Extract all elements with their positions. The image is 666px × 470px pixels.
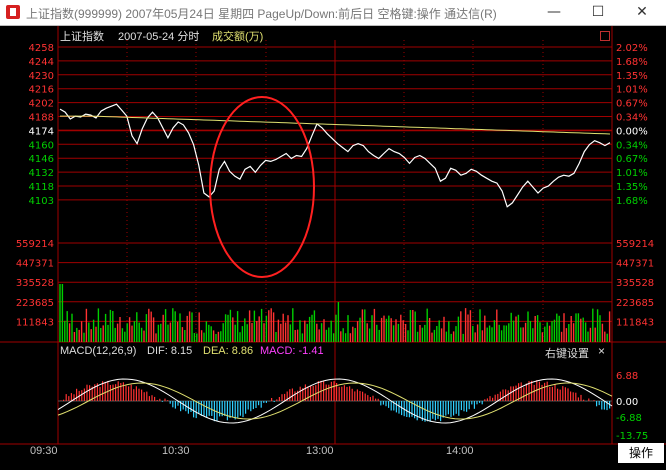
time-label-1300: 13:00 (306, 445, 334, 457)
price-label-right: 1.35% (616, 71, 648, 82)
price-label-right: 0.34% (616, 140, 648, 151)
volume-label-right: 111843 (616, 317, 654, 328)
volume-label-left: 223685 (16, 298, 54, 309)
price-label-left: 4174 (29, 126, 54, 137)
macd-title: MACD(12,26,9) (60, 345, 137, 357)
volume-label-right: 559214 (616, 239, 654, 250)
volume-title-label: 成交额(万) (212, 31, 264, 43)
time-label-1030: 10:30 (162, 445, 190, 457)
app-logo-icon (6, 5, 20, 19)
macd-dea-line (57, 382, 613, 420)
price-label-left: 4202 (29, 99, 54, 110)
chart-canvas[interactable]: 4258 2.02% 4244 1.68% 4230 1.35% 4216 1.01% 4202… (0, 26, 666, 465)
minimize-button[interactable]: — (547, 4, 561, 20)
macd-value-label: MACD: -1.41 (260, 345, 324, 357)
window-restore-icon[interactable] (600, 31, 610, 41)
time-label-1400: 14:00 (446, 445, 474, 457)
chart-grid (0, 26, 666, 445)
annotation-ellipse (209, 96, 315, 278)
macd-axis-label: -13.75 (616, 431, 648, 442)
window-title: 上证指数(999999) 2007年05月24日 星期四 PageUp/Down… (26, 7, 497, 21)
volume-label-left: 559214 (16, 239, 54, 250)
macd-axis-label: 0.00 (616, 397, 638, 408)
price-label-right: 0.67% (616, 154, 648, 165)
volume-label-right: 223685 (616, 298, 654, 309)
volume-label-right: 447371 (616, 259, 654, 270)
price-label-right: 1.01% (616, 168, 648, 179)
volume-bars (59, 284, 611, 342)
right-click-settings[interactable]: 右键设置 (545, 348, 589, 360)
price-label-left: 4216 (29, 85, 54, 96)
volume-label-left: 335528 (16, 278, 54, 289)
macd-dea-label: DEA: 8.86 (203, 345, 254, 357)
price-label-right: 2.02% (616, 43, 648, 54)
price-line (59, 103, 611, 208)
price-label-left: 4188 (29, 113, 54, 124)
close-button[interactable]: ✕ (636, 4, 648, 20)
price-label-left: 4132 (29, 168, 54, 179)
price-label-left: 4146 (29, 154, 54, 165)
price-label-right: 0.34% (616, 113, 648, 124)
title-bar[interactable]: 上证指数(999999) 2007年05月24日 星期四 PageUp/Down… (0, 0, 666, 26)
price-label-right: 0.67% (616, 99, 648, 110)
chart-lines (57, 103, 613, 424)
intraday-chart[interactable]: 4258 2.02% 4244 1.68% 4230 1.35% 4216 1.01% 4202… (0, 26, 666, 465)
volume-label-left: 447371 (16, 259, 54, 270)
date-label: 2007-05-24 分时 (118, 31, 200, 43)
price-label-right: 1.01% (616, 85, 648, 96)
time-label-0930: 09:30 (30, 445, 58, 457)
volume-label-right: 335528 (616, 278, 654, 289)
price-label-left: 4118 (29, 182, 54, 193)
macd-axis-label: -6.88 (616, 413, 642, 424)
average-price-line (60, 115, 611, 135)
price-label-right: 1.68% (616, 57, 648, 68)
macd-dif-line (57, 378, 613, 424)
price-label-left: 4230 (29, 71, 54, 82)
macd-axis-label: 6.88 (616, 371, 638, 382)
price-label-right: 0.00% (616, 126, 648, 137)
maximize-button[interactable]: ☐ (591, 4, 605, 20)
price-label-left: 4103 (29, 196, 54, 207)
index-name-label: 上证指数 (60, 31, 104, 43)
price-label-left: 4258 (29, 43, 54, 54)
volume-label-left: 111843 (16, 317, 54, 328)
macd-close-icon[interactable]: × (598, 344, 606, 358)
operate-button[interactable]: 操作 (618, 443, 664, 463)
price-label-right: 1.35% (616, 182, 648, 193)
axis-labels: 4258 2.02% 4244 1.68% 4230 1.35% 4216 1.01% 4202… (16, 43, 654, 442)
price-label-right: 1.68% (616, 196, 648, 207)
macd-dif-label: DIF: 8.15 (147, 345, 193, 357)
price-label-left: 4244 (29, 57, 54, 68)
price-label-left: 4160 (29, 140, 54, 151)
